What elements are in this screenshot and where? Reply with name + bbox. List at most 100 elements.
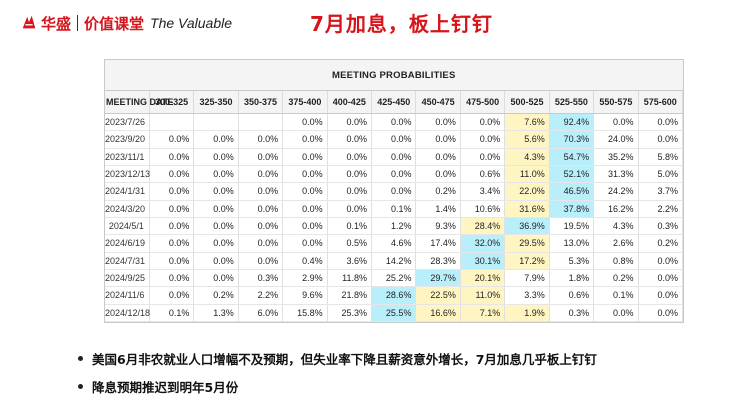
probability-cell: 0.0%	[415, 130, 461, 149]
probability-cell: 22.0%	[504, 182, 550, 201]
probability-cell: 0.0%	[638, 304, 684, 323]
meeting-date-cell: 2024/11/6	[105, 286, 150, 305]
probability-cell: 0.2%	[638, 234, 684, 253]
table-header-row: MEETING DATE 300-325 325-350 350-375 375-400…	[105, 90, 684, 114]
probability-cell: 0.2%	[193, 286, 239, 305]
probability-cell: 2.2%	[638, 200, 684, 218]
probability-cell: 0.0%	[282, 217, 328, 236]
probability-cell: 4.3%	[504, 148, 550, 166]
probability-cell: 0.0%	[282, 234, 328, 253]
probability-cell: 0.0%	[149, 200, 195, 218]
probability-cell: 0.0%	[193, 269, 239, 288]
probability-cell: 0.0%	[327, 113, 373, 132]
probability-cell: 1.3%	[193, 304, 239, 323]
probability-cell: 0.6%	[460, 165, 506, 184]
bullet-dot-icon	[78, 355, 83, 361]
probability-cell: 0.0%	[193, 200, 239, 218]
probability-cell: 24.2%	[593, 182, 639, 201]
logo-divider	[77, 15, 79, 31]
probability-cell: 0.0%	[149, 252, 195, 270]
probability-cell: 0.1%	[371, 200, 417, 218]
probability-cell: 10.6%	[460, 200, 506, 218]
column-header-range: 300-325	[149, 90, 195, 114]
probability-cell: 14.2%	[371, 252, 417, 270]
probability-cell: 0.0%	[238, 200, 284, 218]
probability-cell: 25.5%	[371, 304, 417, 323]
probability-cell: 92.4%	[549, 113, 595, 132]
probability-cell: 0.0%	[149, 165, 195, 184]
probability-cell: 9.6%	[282, 286, 328, 305]
table-row: 2024/3/20 0.0% 0.0% 0.0% 0.0% 0.0% 0.1% 1.4% 10.…	[105, 200, 684, 218]
probability-cell: 0.3%	[549, 304, 595, 323]
probability-cell: 0.0%	[371, 113, 417, 132]
probability-cell: 0.2%	[415, 182, 461, 201]
probability-cell: 52.1%	[549, 165, 595, 184]
bullet-text: 降息预期推迟到明年5月份	[92, 379, 239, 395]
probability-cell: 16.6%	[415, 304, 461, 323]
probability-cell: 5.3%	[549, 252, 595, 270]
probability-cell: 28.4%	[460, 217, 506, 236]
meeting-date-cell: 2024/9/25	[105, 269, 150, 288]
bullet-list: 美国6月非农就业人口增幅不及预期，但失业率下降且薪资意外增长，7月加息几乎板上钉…	[78, 348, 718, 404]
probability-cell: 0.0%	[282, 182, 328, 201]
meeting-date-cell: 2024/12/18	[105, 304, 150, 323]
probability-cell: 3.7%	[638, 182, 684, 201]
probability-cell: 0.0%	[193, 217, 239, 236]
probability-cell: 37.8%	[549, 200, 595, 218]
probability-cell: 0.0%	[593, 304, 639, 323]
probability-cell: 1.2%	[371, 217, 417, 236]
probability-cell: 7.1%	[460, 304, 506, 323]
probability-cell: 1.9%	[504, 304, 550, 323]
probability-cell: 0.0%	[238, 217, 284, 236]
column-header-range: 425-450	[371, 90, 417, 114]
probability-cell: 0.0%	[149, 182, 195, 201]
column-header-range: 400-425	[327, 90, 373, 114]
probability-cell: 0.0%	[638, 269, 684, 288]
probability-cell: 0.0%	[149, 269, 195, 288]
probability-cell: 15.8%	[282, 304, 328, 323]
probability-cell: 17.2%	[504, 252, 550, 270]
meeting-date-cell: 2023/9/20	[105, 130, 150, 149]
meeting-date-cell: 2024/6/19	[105, 234, 150, 253]
probability-cell: 25.2%	[371, 269, 417, 288]
probability-cell: 0.1%	[593, 286, 639, 305]
probability-cell: 0.0%	[193, 252, 239, 270]
probability-cell: 0.0%	[193, 182, 239, 201]
probability-cell: 0.0%	[371, 130, 417, 149]
probability-cell: 0.0%	[238, 148, 284, 166]
table-row: 2024/12/18 0.1% 1.3% 6.0% 15.8% 25.3% 25.5% 16.…	[105, 304, 684, 323]
table-row: 2024/6/19 0.0% 0.0% 0.0% 0.0% 0.5% 4.6% 17.4% 32…	[105, 234, 684, 253]
column-header-range: 325-350	[193, 90, 239, 114]
table-row: 2023/7/26 0.0% 0.0% 0.0% 0.0% 0.0% 7.6% 92.4% 0.…	[105, 113, 684, 132]
bullet-text: 美国6月非农就业人口增幅不及预期，但失业率下降且薪资意外增长，7月加息几乎板上钉…	[92, 351, 597, 367]
table-row: 2024/11/6 0.0% 0.2% 2.2% 9.6% 21.8% 28.6% 22.5%…	[105, 286, 684, 305]
probability-cell: 3.6%	[327, 252, 373, 270]
probability-cell: 0.0%	[193, 234, 239, 253]
probability-cell: 0.0%	[149, 286, 195, 305]
probability-cell	[193, 113, 239, 132]
bullet-item: 降息预期推迟到明年5月份	[78, 376, 718, 396]
table-row: 2023/11/1 0.0% 0.0% 0.0% 0.0% 0.0% 0.0% 0.0% 0.0…	[105, 148, 684, 166]
probability-cell: 0.0%	[193, 148, 239, 166]
probability-cell: 0.0%	[460, 130, 506, 149]
probability-cell: 0.0%	[415, 113, 461, 132]
slide-title: 7月加息，板上钉钉	[310, 12, 493, 36]
table-row: 2024/1/31 0.0% 0.0% 0.0% 0.0% 0.0% 0.0% 0.2% 3.4…	[105, 182, 684, 201]
meeting-probabilities-table: MEETING PROBABILITIES MEETING DATE 300-32…	[104, 59, 684, 323]
meeting-date-cell: 2024/7/31	[105, 252, 150, 270]
probability-cell: 11.8%	[327, 269, 373, 288]
probability-cell: 0.0%	[327, 182, 373, 201]
probability-cell: 0.0%	[638, 286, 684, 305]
probability-cell: 0.0%	[282, 113, 328, 132]
probability-cell: 13.0%	[549, 234, 595, 253]
probability-cell: 0.8%	[593, 252, 639, 270]
slide-header: 华盛 价值课堂 The Valuable 7月加息，板上钉钉	[0, 0, 750, 46]
table-row: 2024/9/25 0.0% 0.0% 0.3% 2.9% 11.8% 25.2% 29.7%…	[105, 269, 684, 288]
probability-cell: 5.6%	[504, 130, 550, 149]
probability-cell: 0.3%	[638, 217, 684, 236]
probability-cell: 0.0%	[327, 130, 373, 149]
probability-cell: 0.0%	[327, 165, 373, 184]
logo-text-english: The Valuable	[150, 15, 233, 31]
probability-cell: 21.8%	[327, 286, 373, 305]
probability-cell: 0.0%	[638, 113, 684, 132]
